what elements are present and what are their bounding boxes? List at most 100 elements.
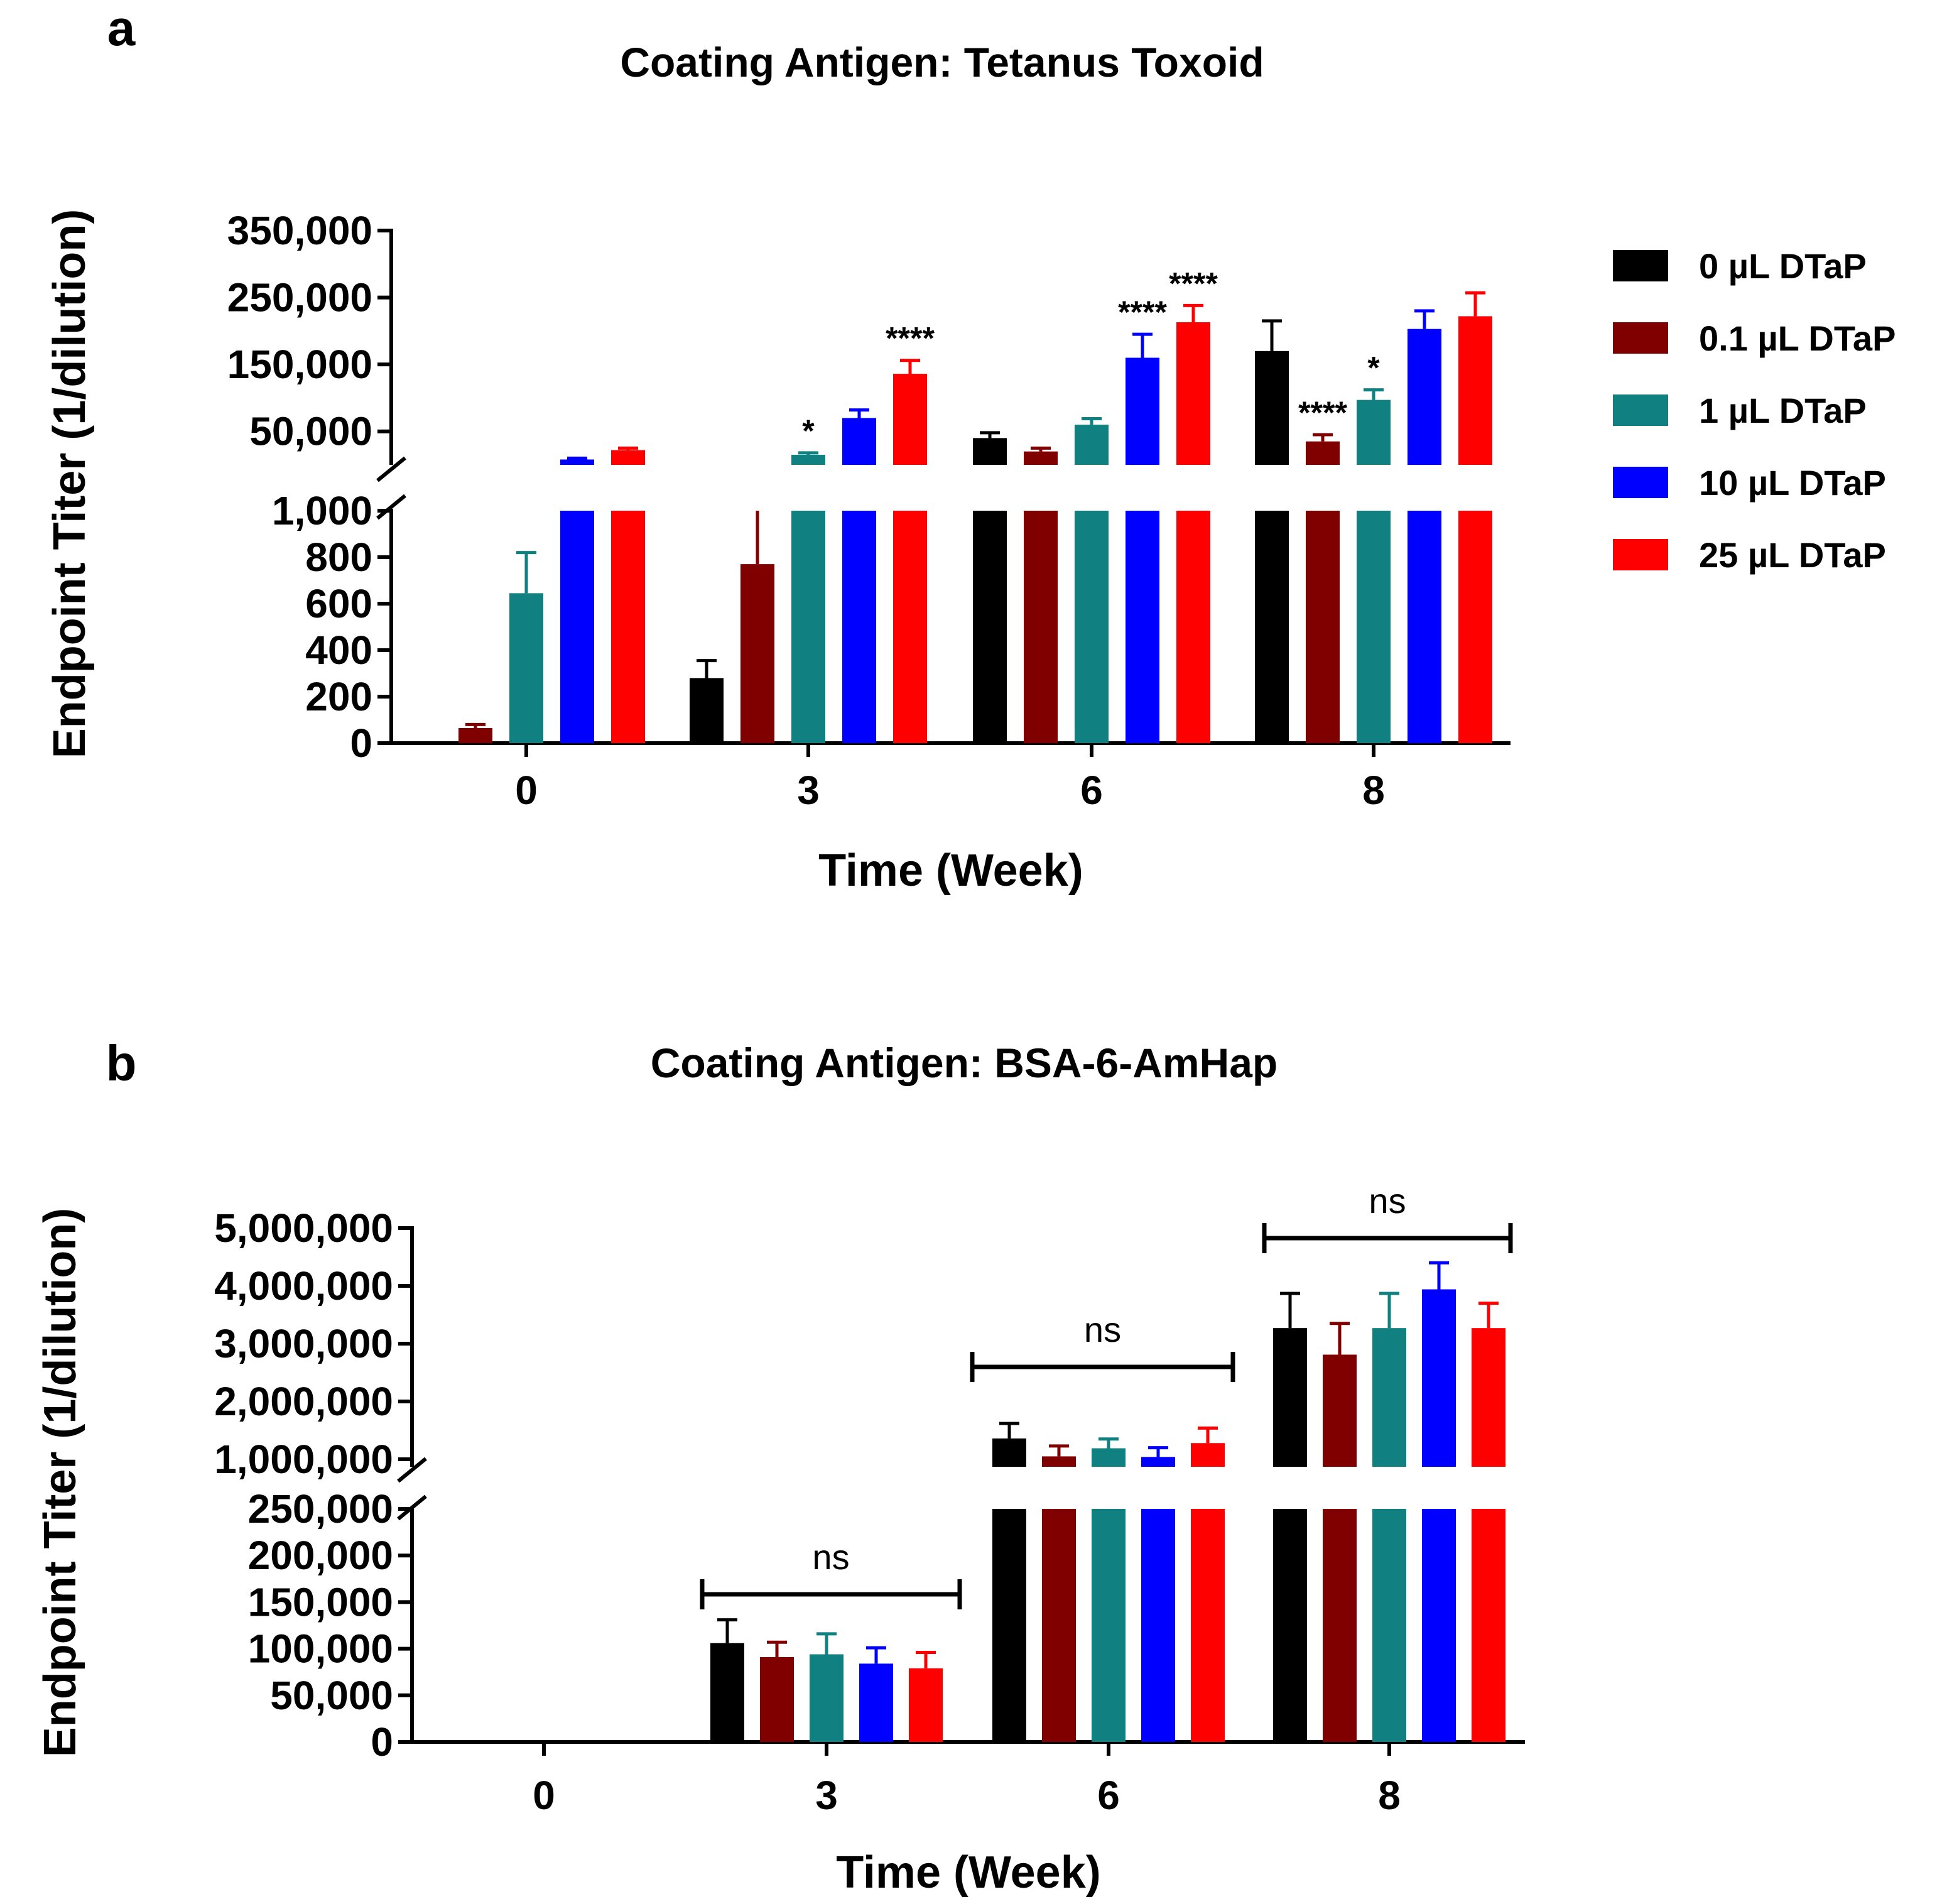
legend-swatch	[1613, 539, 1668, 570]
bar	[810, 1654, 844, 1742]
y-tick-label: 350,000	[227, 208, 372, 253]
bar-lower	[791, 511, 825, 743]
panel-b: b Coating Antigen: BSA-6-AmHap Endpoint Ti…	[35, 1035, 1525, 1898]
x-tick-label: 8	[1362, 768, 1385, 813]
bar-lower	[1092, 1509, 1126, 1742]
bar	[992, 1438, 1026, 1467]
x-axis-label: Time (Week)	[818, 846, 1083, 896]
bar	[760, 1656, 794, 1742]
bar-lower	[1126, 511, 1159, 743]
legend-swatch	[1613, 250, 1668, 281]
bar-lower	[973, 511, 1007, 743]
chart-title: Coating Antigen: BSA-6-AmHap	[651, 1040, 1278, 1086]
bar	[1357, 400, 1391, 465]
bar	[1042, 1456, 1076, 1467]
y-tick-label: 5,000,000	[214, 1205, 393, 1251]
bar	[1306, 441, 1340, 465]
bar-lower	[1458, 511, 1492, 743]
legend: 0 µL DTaP 0.1 µL DTaP 1 µL DTaP 10 µL DTaP 2…	[1613, 246, 1896, 575]
x-tick-label: 0	[533, 1773, 555, 1818]
legend-swatch	[1613, 467, 1668, 498]
y-tick-label: 50,000	[249, 409, 372, 454]
significance-label: ns	[1084, 1310, 1121, 1349]
y-tick-label: 600	[305, 581, 372, 626]
axis-break-mark	[397, 1457, 427, 1483]
bar	[1092, 1448, 1126, 1467]
bar	[1191, 1443, 1225, 1467]
y-tick-label: 3,000,000	[214, 1321, 393, 1366]
bar	[1458, 316, 1492, 465]
significance-label: ns	[812, 1537, 849, 1577]
bar-lower	[1255, 511, 1289, 743]
significance-annotation: ****	[1118, 295, 1167, 330]
y-tick-label: 250,000	[227, 275, 372, 320]
bar	[1422, 1289, 1456, 1467]
y-tick-label: 800	[305, 535, 372, 580]
bar	[690, 678, 724, 743]
legend-swatch	[1613, 322, 1668, 354]
bar-lower	[1191, 1509, 1225, 1742]
x-tick-label: 3	[797, 768, 820, 813]
panel-letter: a	[107, 0, 136, 56]
bar-lower	[560, 511, 594, 743]
bar-lower	[893, 511, 927, 743]
bar-lower	[1372, 1509, 1406, 1742]
bar	[842, 418, 876, 465]
bar	[1255, 351, 1289, 465]
bar	[611, 450, 645, 465]
bar	[973, 438, 1007, 465]
significance-annotation: ****	[1298, 395, 1347, 430]
bar-lower	[1176, 511, 1210, 743]
bar	[791, 455, 825, 465]
bar	[1408, 329, 1441, 465]
significance-annotation: ****	[886, 321, 935, 356]
panel-a: a Coating Antigen: Tetanus Toxoid Endpoint…	[45, 0, 1511, 896]
bar-lower	[1357, 511, 1391, 743]
panel-letter: b	[106, 1035, 137, 1091]
bar	[740, 564, 774, 743]
bar	[1075, 425, 1109, 465]
bar	[859, 1663, 893, 1742]
bar	[458, 727, 492, 743]
bar-lower	[1472, 1509, 1505, 1742]
y-tick-label: 4,000,000	[214, 1263, 393, 1308]
bar-lower	[1323, 1509, 1357, 1742]
y-tick-label: 2,000,000	[214, 1379, 393, 1424]
bar-lower	[611, 511, 645, 743]
bar	[1024, 451, 1058, 465]
bar-lower	[1408, 511, 1441, 743]
bar-lower	[1422, 1509, 1456, 1742]
y-tick-label: 0	[350, 721, 372, 766]
y-tick-label: 200	[305, 674, 372, 719]
significance-annotation: ****	[1169, 266, 1218, 301]
legend-label: 10 µL DTaP	[1699, 463, 1886, 503]
bar	[509, 593, 543, 743]
bar	[1126, 357, 1159, 465]
y-tick-label: 250,000	[248, 1486, 393, 1531]
y-tick-label: 200,000	[248, 1533, 393, 1578]
bar-lower	[1024, 511, 1058, 743]
x-tick-label: 6	[1080, 768, 1103, 813]
y-tick-label: 150,000	[227, 342, 372, 387]
legend-label: 0.1 µL DTaP	[1699, 318, 1896, 358]
y-tick-label: 150,000	[248, 1579, 393, 1624]
bar	[1141, 1457, 1175, 1467]
bar-lower	[1273, 1509, 1307, 1742]
x-tick-label: 6	[1097, 1773, 1120, 1818]
y-tick-label: 400	[305, 628, 372, 673]
axis-break-mark	[376, 456, 406, 482]
bar	[1372, 1328, 1406, 1467]
x-axis-label: Time (Week)	[836, 1847, 1101, 1898]
legend-label: 0 µL DTaP	[1699, 246, 1867, 286]
axis-break-mark	[376, 494, 406, 520]
y-tick-label: 1,000,000	[214, 1437, 393, 1482]
x-tick-label: 3	[815, 1773, 838, 1818]
bar	[1176, 322, 1210, 465]
bar	[893, 374, 927, 465]
chart-title: Coating Antigen: Tetanus Toxoid	[620, 39, 1264, 85]
y-tick-label: 0	[371, 1719, 393, 1765]
bar-lower	[1075, 511, 1109, 743]
y-axis-label: Endpoint Titer (1/dilution)	[35, 1208, 85, 1758]
significance-annotation: *	[1367, 351, 1380, 386]
